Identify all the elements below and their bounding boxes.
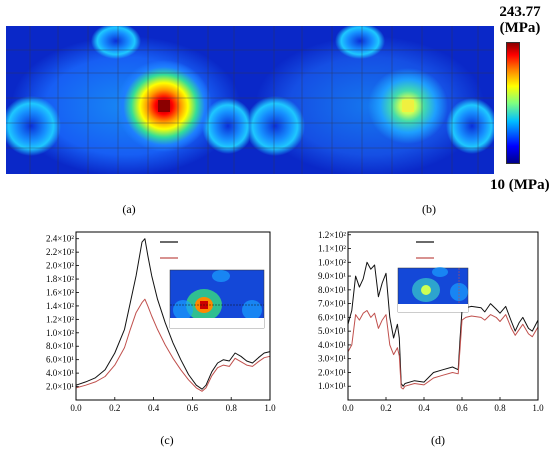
d-xtick-label-4: 0.8 xyxy=(494,403,506,413)
panel-label-c: (c) xyxy=(160,433,174,447)
colorbar-max-unit: (MPa) xyxy=(499,20,541,36)
c-ytick-label-2: 6.0×10¹ xyxy=(46,355,74,365)
d-ytick-label-1: 2.0×10¹ xyxy=(318,367,346,377)
c-xtick-label-2: 0.4 xyxy=(148,403,160,413)
chart-c: 2.0×10¹ 4.0×10¹ 6.0×10¹ 8.0×10¹ 1.0×10² 1.2×1… xyxy=(46,231,276,413)
c-ytick-label-3: 8.0×10¹ xyxy=(46,341,74,351)
heatmap-b-top-source xyxy=(335,26,385,59)
colorbar xyxy=(506,42,520,164)
chart-d-inset-top xyxy=(432,267,448,277)
d-ytick-label-3: 4.0×10¹ xyxy=(318,340,346,350)
c-series-before xyxy=(75,238,271,390)
chart-c-lines xyxy=(75,238,271,392)
heatmap-a-right-source xyxy=(202,98,250,154)
c-ytick-label-1: 4.0×10¹ xyxy=(46,368,74,378)
c-xtick-label-4: 0.8 xyxy=(226,403,238,413)
c-series-after xyxy=(75,298,271,392)
chart-c-inset-left xyxy=(173,300,193,320)
heatmap-b xyxy=(250,26,494,174)
heatmap-a-peak xyxy=(158,100,170,112)
d-xtick-label-5: 1.0 xyxy=(532,403,544,413)
heatmap-a-top-source xyxy=(91,26,141,59)
heatmap-b-grid xyxy=(250,26,494,174)
chart-d-legend xyxy=(416,241,434,259)
c-ytick-label-5: 1.2×10² xyxy=(46,314,74,324)
heatmap-b-peak xyxy=(402,100,414,112)
chart-d: 1.0×10¹ 2.0×10¹ 3.0×10¹ 4.0×10¹ 5.0×10¹ 6.0×1… xyxy=(318,230,544,413)
chart-d-x-ticks: 0.0 0.2 0.4 0.6 0.8 1.0 xyxy=(342,397,544,413)
chart-c-frame xyxy=(75,231,271,401)
d-xtick-label-1: 0.2 xyxy=(380,403,391,413)
colorbar-max-label: 243.77 (MPa) xyxy=(492,4,548,36)
c-ytick-label-10: 2.2×10² xyxy=(46,247,74,257)
chart-c-inset-top xyxy=(212,270,230,282)
heatmap-a-left-source xyxy=(6,96,61,156)
c-xtick-label-5: 1.0 xyxy=(264,403,276,413)
c-ytick-label-7: 1.6×10² xyxy=(46,287,74,297)
d-ytick-label-2: 3.0×10¹ xyxy=(318,354,346,364)
c-ytick-label-0: 2.0×10¹ xyxy=(46,382,74,392)
chart-c-inset-right xyxy=(242,300,262,320)
d-series-before xyxy=(347,261,539,387)
d-xtick-label-2: 0.4 xyxy=(418,403,430,413)
chart-d-lines xyxy=(347,261,539,390)
d-ytick-label-4: 5.0×10¹ xyxy=(318,326,346,336)
d-ytick-label-6: 7.0×10¹ xyxy=(318,299,346,309)
heatmap-a-grid xyxy=(6,26,250,174)
c-ytick-label-9: 2.0×10² xyxy=(46,261,74,271)
d-ytick-label-8: 9.0×10¹ xyxy=(318,271,346,281)
chart-c-y-ticks: 2.0×10¹ 4.0×10¹ 6.0×10¹ 8.0×10¹ 1.0×10² 1.2×1… xyxy=(46,234,79,392)
c-xtick-label-3: 0.6 xyxy=(187,403,199,413)
chart-c-inset-caption-bg xyxy=(170,318,264,328)
d-series-after xyxy=(347,310,539,390)
d-ytick-label-10: 1.1×10² xyxy=(318,244,346,254)
d-xtick-label-3: 0.6 xyxy=(456,403,468,413)
chart-c-legend xyxy=(160,241,178,259)
d-ytick-label-11: 1.2×10² xyxy=(318,230,346,240)
chart-d-inset-caption-bg xyxy=(398,304,468,312)
d-xtick-label-0: 0.0 xyxy=(342,403,354,413)
heatmap-b-left-source xyxy=(250,96,305,156)
c-ytick-label-11: 2.4×10² xyxy=(46,234,74,244)
c-xtick-label-0: 0.0 xyxy=(70,403,82,413)
chart-c-inset xyxy=(169,269,265,329)
chart-d-y-ticks: 1.0×10¹ 2.0×10¹ 3.0×10¹ 4.0×10¹ 5.0×10¹ 6.0×1… xyxy=(318,230,351,391)
chart-d-inset-hot xyxy=(421,285,431,295)
panel-label-b: (b) xyxy=(422,202,436,216)
chart-d-frame xyxy=(347,231,539,401)
heatmap-b-right-source xyxy=(446,98,494,154)
d-ytick-label-9: 1.0×10² xyxy=(318,257,346,267)
chart-d-inset xyxy=(397,267,469,313)
heatmap-a xyxy=(6,26,250,174)
panel-label-a: (a) xyxy=(122,202,136,216)
c-xtick-label-1: 0.2 xyxy=(109,403,120,413)
d-ytick-label-0: 1.0×10¹ xyxy=(318,381,346,391)
heatmap-a-svg xyxy=(6,26,250,174)
chart-c-x-ticks: 0.0 0.2 0.4 0.6 0.8 1.0 xyxy=(70,397,276,413)
panel-label-d: (d) xyxy=(431,433,445,447)
colorbar-min-label: 10 (MPa) xyxy=(490,177,550,193)
heatmap-b-svg xyxy=(250,26,494,174)
d-ytick-label-7: 8.0×10¹ xyxy=(318,285,346,295)
c-ytick-label-6: 1.4×10² xyxy=(46,301,74,311)
d-ytick-label-5: 6.0×10¹ xyxy=(318,312,346,322)
c-ytick-label-8: 1.8×10² xyxy=(46,274,74,284)
c-ytick-label-4: 1.0×10² xyxy=(46,328,74,338)
colorbar-max-value: 243.77 xyxy=(499,4,541,20)
